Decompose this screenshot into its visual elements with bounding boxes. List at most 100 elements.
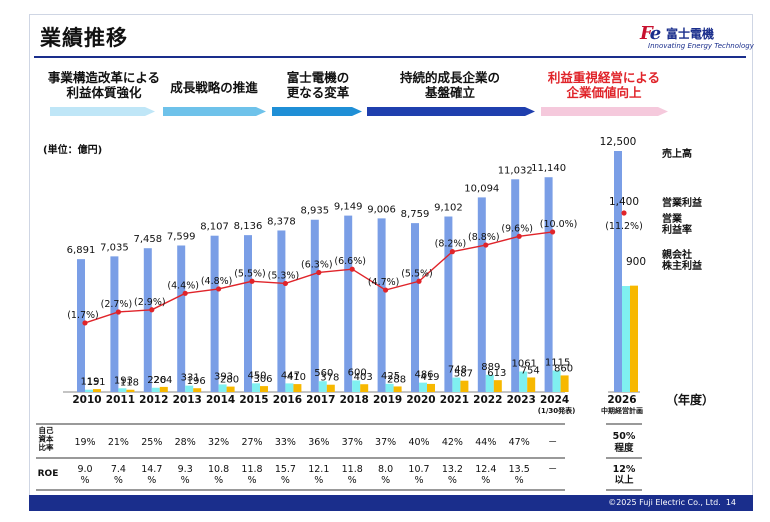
margin-label-2020: (5.5%): [401, 268, 433, 279]
table-roe-2017: 12.1%: [308, 464, 329, 486]
footer-bar: [29, 495, 753, 511]
margin-label-2023: (9.6%): [501, 223, 533, 234]
label-op-income-2015: 450: [247, 370, 266, 381]
bar-sales-2017: [310, 219, 319, 392]
label-sales-2024: 11,140: [531, 163, 566, 174]
label-net-income-2014: 280: [220, 375, 239, 386]
bar-op-income-2019: [385, 383, 394, 392]
tick-label-2015: 2015: [239, 394, 268, 406]
label-net-income-2015: 306: [253, 374, 272, 385]
margin-point-2020: [416, 278, 422, 284]
bar-net-income-2017: [326, 384, 335, 392]
bar-op-income-2021: [452, 377, 461, 392]
margin-label-2013: (4.4%): [167, 280, 199, 291]
tick-label-2017: 2017: [306, 394, 335, 406]
label-net-income-2016: 410: [287, 372, 306, 383]
table-roe-2021: 13.2%: [442, 464, 463, 486]
legend-net-income: 親会社株主利益: [662, 248, 702, 272]
bar-sales-2014: [210, 235, 219, 392]
label-sales-2010: 6,891: [67, 245, 96, 256]
margin-label-2014: (4.8%): [201, 276, 233, 287]
label-op-income-2010: 119: [80, 377, 99, 388]
target-bar-sales: [614, 151, 622, 392]
label-sales-2023: 11,032: [498, 165, 533, 176]
tick-label-2021: 2021: [440, 394, 469, 406]
table-equity-ratio-2011: 21%: [108, 437, 129, 448]
margin-point-2022: [483, 242, 489, 248]
tick-label-2013: 2013: [173, 394, 202, 406]
bar-sales-2012: [143, 248, 152, 392]
table-equity-ratio-2022: 44%: [475, 437, 496, 448]
margin-label-2024: (10.0%): [540, 219, 578, 230]
table-roe-2024: －: [548, 464, 558, 475]
bar-sales-2021: [444, 216, 453, 392]
phase-label-1: 事業構造改革による利益体質強化: [48, 70, 160, 100]
target-label-op-income: 1,400: [609, 196, 639, 208]
table-roe-2015: 11.8%: [241, 464, 262, 486]
label-net-income-2011: 118: [120, 378, 139, 389]
bar-sales-2015: [244, 235, 252, 392]
label-net-income-2024: 860: [554, 363, 573, 374]
phase-arrow-2: [163, 107, 266, 116]
margin-label-2019: (4.7%): [368, 277, 400, 288]
label-sales-2020: 8,759: [401, 209, 430, 220]
table-roe-2018: 11.8%: [342, 464, 363, 486]
table-equity-ratio-2013: 28%: [175, 437, 196, 448]
margin-point-2021: [449, 249, 455, 255]
table-equity-ratio-2017: 36%: [308, 437, 329, 448]
label-net-income-2023: 754: [521, 365, 540, 376]
tick-label-2020: 2020: [406, 394, 435, 406]
phase-label-2: 成長戦略の推進: [170, 80, 258, 95]
tick-label-2011: 2011: [106, 394, 135, 406]
table-equity-ratio-2019: 37%: [375, 437, 396, 448]
tick-note-2024: (1/30発表): [538, 406, 576, 415]
legend-op-income: 営業利益: [662, 196, 702, 209]
margin-point-2016: [282, 280, 288, 287]
margin-point-2013: [182, 290, 188, 296]
bar-op-income-2011: [118, 388, 127, 392]
phase-arrow-5: [541, 107, 668, 116]
label-op-income-2017: 560: [314, 368, 333, 379]
margin-label-2016: (5.3%): [268, 270, 300, 281]
bar-op-income-2016: [285, 383, 294, 392]
margin-label-2022: (8.8%): [468, 232, 500, 243]
label-sales-2016: 8,378: [267, 216, 296, 227]
label-op-income-2023: 1061: [511, 359, 536, 370]
phase-label-3: 富士電機の更なる変革: [287, 70, 350, 100]
bar-op-income-2015: [252, 383, 260, 392]
target-bar-op-income: [622, 286, 630, 392]
bar-sales-2013: [177, 245, 186, 392]
label-sales-2018: 9,149: [334, 202, 363, 213]
bar-sales-2018: [344, 215, 353, 392]
bar-sales-2016: [277, 230, 286, 392]
label-op-income-2024: 1115: [545, 358, 570, 369]
label-op-income-2012: 220: [147, 375, 166, 386]
table-roe-2012: 14.7%: [141, 464, 162, 486]
label-net-income-2013: 196: [187, 376, 206, 387]
label-op-income-2021: 748: [448, 365, 467, 376]
table-equity-ratio-2024: －: [548, 437, 558, 448]
label-sales-2022: 10,094: [464, 183, 499, 194]
title-rule: [34, 56, 746, 58]
tick-label-2023: 2023: [507, 394, 536, 406]
bar-op-income-2014: [218, 384, 227, 392]
company-logo: Fe 富士電機 Innovating Energy Technology: [640, 23, 754, 53]
legend-margin: 営業利益率: [662, 212, 692, 236]
table-equity-ratio-2020: 40%: [408, 437, 429, 448]
bar-op-income-2013: [185, 385, 194, 392]
table-roe-2011: 7.4%: [111, 464, 126, 486]
bar-net-income-2016: [293, 384, 302, 392]
tick-label-2016: 2016: [273, 394, 302, 406]
label-net-income-2021: 587: [454, 369, 473, 380]
label-op-income-2020: 486: [414, 370, 433, 381]
bar-net-income-2010: [93, 389, 101, 392]
table-roe-2014: 10.8%: [208, 464, 229, 486]
bar-net-income-2013: [193, 388, 202, 392]
bar-op-income-2024: [552, 370, 561, 392]
bar-net-income-2020: [427, 383, 435, 392]
table-equity-ratio-2016: 33%: [275, 437, 296, 448]
margin-point-2024: [550, 229, 556, 235]
legend-sales: 売上高: [662, 147, 692, 160]
label-op-income-2022: 889: [481, 362, 500, 373]
table-roe-2022: 12.4%: [475, 464, 496, 486]
